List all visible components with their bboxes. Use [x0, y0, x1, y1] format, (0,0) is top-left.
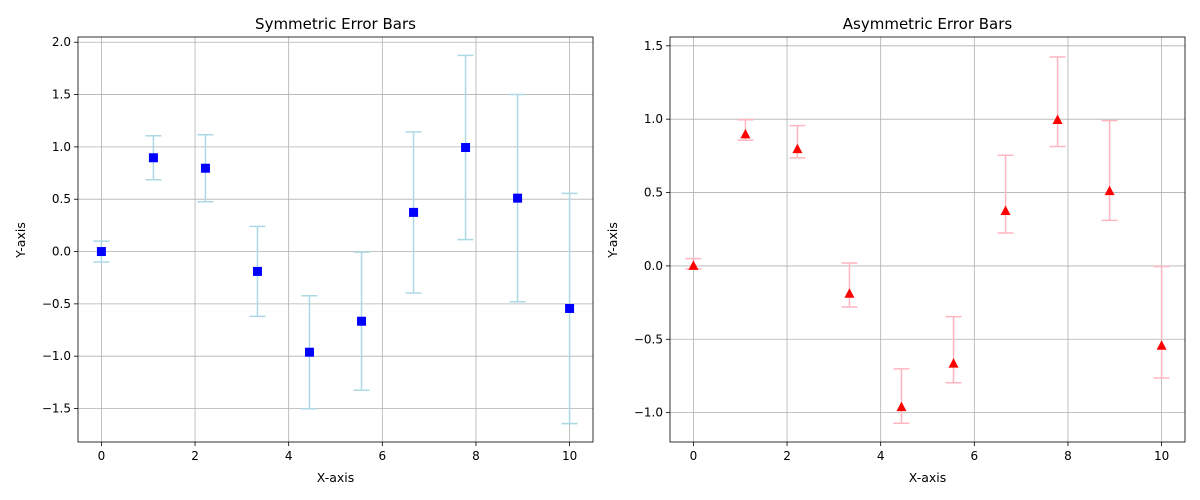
y-tick-label: 0.0: [52, 245, 71, 259]
x-tick-label: 4: [285, 449, 293, 463]
error-bar: [893, 368, 910, 424]
x-tick-label: 6: [970, 449, 978, 463]
error-bar: [1153, 265, 1170, 379]
y-tick-label: 1.0: [52, 140, 71, 154]
data-point: [1000, 205, 1011, 216]
data-point: [565, 303, 575, 313]
data-point: [304, 347, 314, 357]
data-point: [148, 153, 158, 163]
data-point: [1052, 114, 1063, 125]
x-tick-label: 10: [562, 449, 577, 463]
y-tick-label: −1.0: [42, 349, 71, 363]
y-tick-label: 1.5: [52, 88, 71, 102]
data-point: [688, 260, 699, 270]
symmetric-error-bars-panel: Symmetric Error Bars X-axis Y-axis 0 2 4 6 8…: [13, 15, 594, 485]
data-point: [357, 316, 367, 326]
asymmetric-error-bars-panel: Asymmetric Error Bars X-axis Y-axis 0 2 4 6…: [605, 15, 1186, 485]
x-tick-label: 4: [877, 449, 885, 463]
data-series: [93, 54, 578, 425]
x-tick-label: 2: [191, 449, 199, 463]
grid: [78, 37, 593, 442]
x-tick-label: 0: [98, 449, 106, 463]
x-axis-label: X-axis: [317, 470, 355, 485]
plot-frame: [669, 36, 1186, 443]
x-tick-label: 0: [690, 449, 698, 463]
data-point: [461, 143, 471, 153]
error-bar: [997, 154, 1014, 234]
data-point: [896, 401, 907, 412]
y-tick-label: 1.0: [644, 112, 663, 126]
data-point: [252, 266, 262, 276]
data-point: [1104, 185, 1115, 196]
x-tick-label: 10: [1154, 449, 1169, 463]
y-axis-label: Y-axis: [13, 222, 28, 259]
data-point: [200, 163, 210, 173]
data-point: [948, 358, 959, 368]
data-point: [513, 193, 523, 203]
chart-title: Asymmetric Error Bars: [843, 15, 1013, 33]
y-tick-label: 0.5: [644, 186, 663, 200]
x-tick-label: 8: [1064, 449, 1072, 463]
x-axis-label: X-axis: [909, 470, 947, 485]
x-tick-label: 8: [472, 449, 480, 463]
x-tick-label: 2: [783, 449, 791, 463]
y-tick-label: 1.5: [644, 39, 663, 53]
grid: [670, 37, 1185, 442]
error-bar: [1101, 119, 1118, 222]
y-tick-label: −0.5: [634, 332, 663, 346]
y-tick-label: 0.0: [644, 259, 663, 273]
y-tick-label: −1.5: [42, 402, 71, 416]
ticks: 0 2 4 6 8 10 −1.0 −0.5 0.0 0.5 1.0 1.5: [634, 39, 1169, 463]
y-tick-label: 0.5: [52, 192, 71, 206]
ticks: 0 2 4 6 8 10 −1.5 −1.0 −0.5 0.0 0.5 1.0 1.5 2.0: [42, 35, 577, 463]
error-bar: [945, 315, 962, 384]
y-tick-label: 2.0: [52, 35, 71, 49]
x-tick-label: 6: [378, 449, 386, 463]
data-point: [96, 247, 106, 257]
plot-frame: [77, 36, 594, 443]
y-axis-label: Y-axis: [605, 222, 620, 259]
error-bar: [841, 262, 858, 308]
data-series: [685, 56, 1170, 424]
data-point: [1156, 340, 1167, 350]
error-bar: [1049, 56, 1066, 148]
data-point: [740, 128, 751, 139]
data-point: [792, 143, 803, 154]
y-tick-label: −0.5: [42, 297, 71, 311]
y-tick-label: −1.0: [634, 406, 663, 420]
data-point: [844, 288, 855, 298]
chart-title: Symmetric Error Bars: [255, 15, 416, 33]
data-point: [409, 207, 419, 217]
